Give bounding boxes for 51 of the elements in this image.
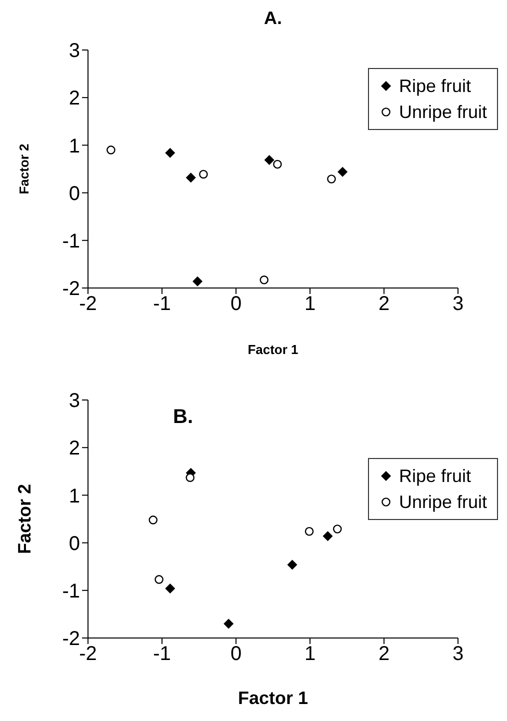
point	[148, 516, 158, 524]
x-axis-title: Factor 1	[248, 342, 298, 357]
chart-title: A.	[263, 8, 283, 30]
y-tick-label: 2	[68, 438, 80, 460]
y-tick-label: -1	[62, 580, 80, 602]
y-tick-label: 2	[68, 88, 80, 110]
point	[165, 583, 176, 594]
legend-label: Ripe fruit	[398, 465, 471, 488]
legend-label: Ripe fruit	[398, 75, 471, 98]
x-tick-label: -1	[153, 293, 171, 316]
point	[154, 575, 164, 584]
point	[224, 618, 234, 629]
point	[192, 276, 203, 286]
x-tick-label: 1	[304, 293, 316, 316]
x-axis-title: Factor 1	[238, 688, 308, 708]
point	[287, 560, 298, 570]
point	[186, 172, 196, 183]
y-tick-label: 0	[68, 182, 80, 205]
y-tick-label: 1	[68, 135, 80, 158]
x-tick-label: 0	[230, 643, 242, 666]
point	[106, 146, 116, 154]
point	[264, 154, 274, 165]
point	[186, 473, 195, 482]
y-tick-label: 0	[68, 532, 80, 555]
point	[260, 276, 269, 284]
x-tick-label: 3	[452, 643, 464, 666]
y-tick-label: 1	[68, 485, 80, 508]
legend-label: Unripe fruit	[398, 491, 487, 514]
point	[165, 148, 176, 158]
x-tick-label: 1	[304, 643, 316, 666]
chart-title: B.	[173, 406, 193, 429]
point	[304, 526, 314, 536]
point	[322, 531, 333, 542]
x-tick-label: 2	[378, 643, 390, 666]
y-tick-label: 3	[68, 390, 80, 412]
y-tick-label: -2	[62, 278, 80, 300]
y-tick-label: -1	[62, 230, 80, 252]
point	[327, 174, 336, 184]
legend-label: Unripe fruit	[398, 101, 487, 124]
y-tick-label: -2	[62, 628, 80, 650]
y-axis-title: Factor 2	[16, 144, 32, 194]
x-tick-label: 3	[452, 293, 464, 316]
point	[199, 170, 208, 179]
x-tick-label: 0	[230, 293, 242, 316]
y-axis-title: Factor 2	[14, 484, 34, 554]
y-tick-label: 3	[68, 40, 80, 62]
x-tick-label: 2	[378, 293, 390, 316]
point	[273, 160, 282, 169]
x-tick-label: -1	[153, 643, 171, 666]
point	[338, 166, 348, 177]
point	[332, 524, 342, 534]
